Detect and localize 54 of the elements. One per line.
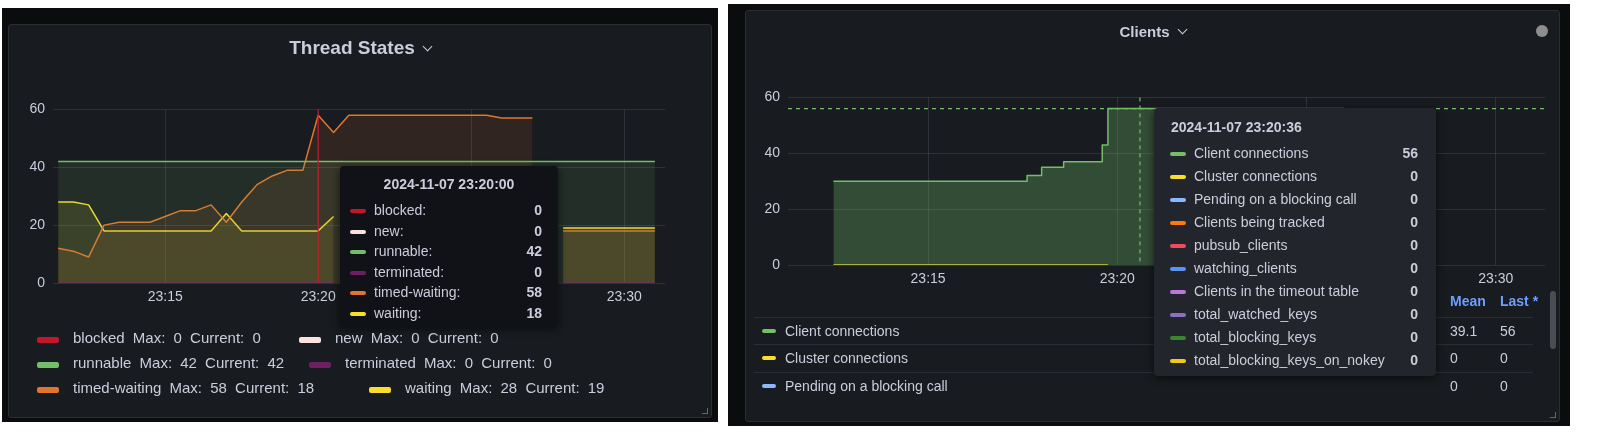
text: 0 (1410, 329, 1418, 345)
x-tick-label: 23:30 (1478, 270, 1514, 287)
legend-label: total_blocking_keys_on_nokey (1194, 352, 1385, 368)
legend-label: blocked Max: 0 Current: 0 (73, 329, 261, 346)
y-tick-label: 40 (764, 144, 781, 161)
legend-label: Pending on a blocking call (785, 377, 948, 394)
legend-label: Client connections (1194, 145, 1309, 161)
x-tick-label: 23:15 (147, 288, 183, 305)
annotation: 0 (1410, 191, 1418, 207)
y-tick-label: 20 (29, 215, 46, 232)
legend-label: Cluster connections (785, 350, 908, 366)
legend-label: runnable Max: 42 Current: 42 (73, 354, 285, 371)
y-tick-label: 0 (37, 273, 46, 290)
text: 0 (1410, 306, 1418, 322)
legend-label: Clients in the timeout table (1194, 283, 1359, 299)
annotation: 2024-11-07 23:20:36 (1170, 119, 1303, 135)
text: Pending on a blocking call (1194, 191, 1357, 207)
chart-title: Thread States (289, 37, 415, 58)
annotation: 0 (1410, 214, 1418, 230)
x-tick-label: 23:20 (1099, 270, 1135, 287)
text: 0 (1450, 350, 1458, 366)
y-tick-label: 20 (764, 199, 781, 216)
legend-label: Clients being tracked (1194, 214, 1325, 230)
text: 0 (1500, 350, 1508, 366)
annotation: 2024-11-07 23:20:00 (382, 176, 516, 192)
text: 0 (1410, 283, 1418, 299)
text: Last * (1500, 293, 1539, 309)
x-tick-label: 23:15 (910, 270, 946, 287)
text: 39.1 56 (1450, 322, 1516, 339)
y-tick-label: 60 (764, 88, 781, 105)
x-tick-label: 23:20 (300, 288, 336, 305)
legend-label: timed-waiting Max: 58 Current: 18 (73, 379, 315, 396)
y-tick-label: 0 (772, 255, 781, 272)
legend-label: total_watched_keys (1194, 306, 1317, 322)
y-tick-label: 40 (29, 158, 46, 175)
text: Cluster connections (1194, 168, 1317, 184)
legend-label: new Max: 0 Current: 0 (335, 329, 499, 346)
annotation: 0 (1410, 260, 1418, 276)
text: 0 (1410, 352, 1418, 368)
text: Client connections (785, 322, 900, 339)
y-tick-label: 60 (29, 100, 46, 117)
chart-title: Clients (1119, 23, 1170, 40)
annotation: 56 (1402, 145, 1418, 161)
legend-label: watching_clients (1194, 260, 1297, 276)
annotation: 0 (1410, 168, 1418, 184)
text: Mean (1450, 293, 1486, 309)
legend-label: waiting Max: 28 Current: 19 (405, 379, 605, 396)
annotation: 0 (1410, 237, 1418, 253)
legend-label: terminated Max: 0 Current: 0 (345, 354, 552, 371)
legend-label: total_blocking_keys (1194, 329, 1317, 345)
text: 0 0 (1450, 377, 1508, 394)
tooltip-card: 2024-11-07 23:20:00 blocked: 0 new: 0 runnable: 42 terminated: 0 timed-waiting: 58 waiting: 18 (340, 166, 558, 326)
legend-label: pubsub_clients (1194, 237, 1288, 253)
x-tick-label: 23:30 (606, 288, 642, 305)
